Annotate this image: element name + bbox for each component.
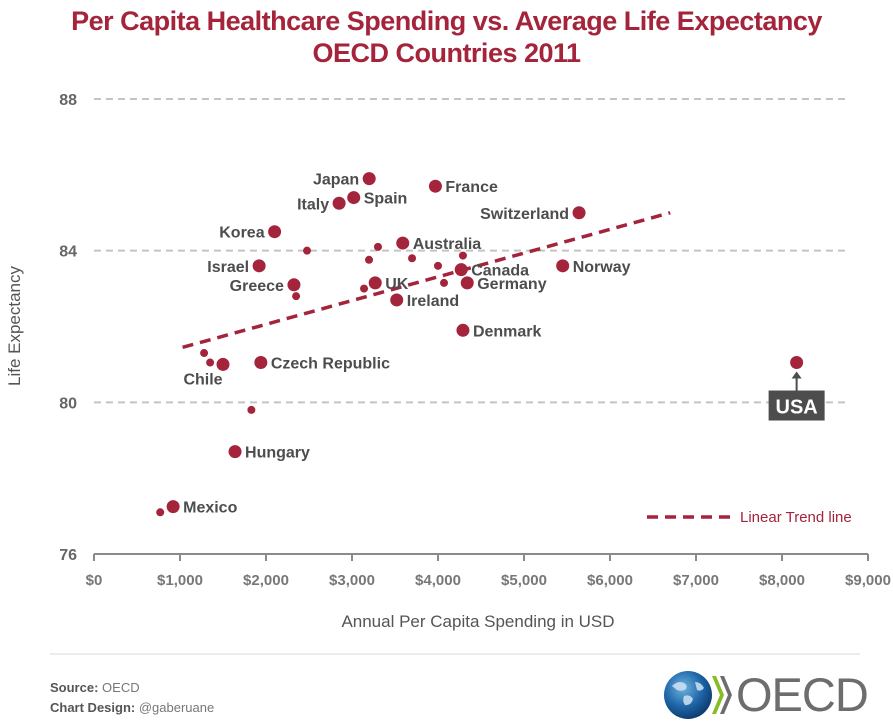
callout-box <box>768 390 825 421</box>
data-point-chile <box>216 357 230 371</box>
data-point-usa <box>790 356 804 370</box>
data-point <box>200 349 209 358</box>
trend-line-group <box>182 211 671 350</box>
point-label: Hungary <box>245 445 310 462</box>
scatter-chart: 76 80 84 88 $0 $1,000 $2,000 $3,000 $4,000 $5,00… <box>5 92 891 631</box>
data-point <box>303 246 312 255</box>
data-point-denmark <box>456 323 470 337</box>
data-point-spain <box>347 191 361 205</box>
data-point <box>360 284 369 293</box>
data-point-japan <box>362 172 376 186</box>
point-label: Norway <box>573 259 631 276</box>
x-tick-label: $1,000 <box>157 572 203 589</box>
oecd-logo-text: OECD <box>736 668 869 721</box>
data-point-uk <box>368 276 382 290</box>
point-label: France <box>445 179 498 196</box>
legend-label: Linear Trend line <box>740 509 852 526</box>
data-point-mexico <box>166 500 180 514</box>
data-point <box>458 251 467 260</box>
x-tick-label: $4,000 <box>415 572 461 589</box>
data-point-germany <box>460 276 474 290</box>
x-tick-label: $3,000 <box>329 572 375 589</box>
callout-label: USA <box>776 397 818 419</box>
data-point-korea <box>268 225 282 239</box>
point-label: Korea <box>219 225 264 242</box>
data-point <box>156 508 165 517</box>
design-value: @gaberuane <box>138 700 215 715</box>
point-label: Mexico <box>183 500 237 517</box>
data-point <box>206 358 215 367</box>
point-label: Czech Republic <box>271 356 390 373</box>
point-labels: Japan France Spain Italy Switzerland Korea Aus… <box>183 172 630 517</box>
point-label: Australia <box>413 236 482 253</box>
data-point <box>440 278 449 287</box>
point-label: Japan <box>313 172 359 189</box>
x-tick-label: $6,000 <box>587 572 633 589</box>
x-tick-label: $7,000 <box>673 572 719 589</box>
grid-lines <box>94 98 848 404</box>
y-axis-label: Life Expectancy <box>5 265 24 386</box>
data-point-france <box>428 179 442 193</box>
data-point-israel <box>252 259 266 273</box>
legend: Linear Trend line <box>647 509 852 526</box>
data-point-czech-republic <box>254 356 268 370</box>
arrow-up-icon <box>791 371 802 379</box>
data-point-australia <box>396 236 410 250</box>
data-point-italy <box>332 196 346 210</box>
chart-subtitle: OECD Countries 2011 <box>312 38 581 68</box>
point-label: Denmark <box>473 323 542 340</box>
x-tick-label: $5,000 <box>501 572 547 589</box>
x-axis: $0 $1,000 $2,000 $3,000 $4,000 $5,000 $6,000 $7… <box>86 553 891 589</box>
data-point <box>434 261 442 270</box>
chart-title: Per Capita Healthcare Spending vs. Avera… <box>71 6 822 36</box>
x-axis-label: Annual Per Capita Spending in USD <box>341 612 614 631</box>
x-tick-label: $8,000 <box>759 572 805 589</box>
y-tick-label: 80 <box>59 395 77 412</box>
data-point <box>373 242 382 251</box>
point-label: Ireland <box>407 293 459 310</box>
point-label: Italy <box>297 196 329 213</box>
source-label: Source: <box>50 680 99 695</box>
point-label: Israel <box>207 259 249 276</box>
data-point <box>408 254 417 263</box>
y-tick-label: 84 <box>59 244 77 261</box>
data-point-ireland <box>390 293 404 307</box>
design-credit: Chart Design: @gaberuane <box>50 700 214 715</box>
y-tick-label: 76 <box>59 547 77 564</box>
point-label: Greece <box>230 278 284 295</box>
point-label: Switzerland <box>480 206 569 223</box>
point-label: UK <box>385 276 409 293</box>
x-tick-label: $2,000 <box>243 572 289 589</box>
point-label: Germany <box>477 276 546 293</box>
usa-callout: USA <box>768 371 825 421</box>
point-label: Canada <box>471 263 529 280</box>
data-point-hungary <box>228 445 242 459</box>
data-point <box>365 255 374 264</box>
source-note: Source: OECD <box>50 680 140 695</box>
x-tick-label: $0 <box>86 572 103 589</box>
design-label: Chart Design: <box>50 700 136 715</box>
globe-icon <box>664 671 732 719</box>
trend-line <box>182 211 671 350</box>
data-point <box>247 405 256 414</box>
data-point-canada <box>454 263 468 277</box>
data-point <box>292 292 301 301</box>
data-point-switzerland <box>572 206 586 220</box>
data-point-norway <box>556 259 570 273</box>
x-tick-label: $9,000 <box>845 572 891 589</box>
source-value: OECD <box>102 680 140 695</box>
oecd-logo: OECD <box>662 668 882 722</box>
data-point-greece <box>287 278 301 292</box>
point-label: Spain <box>364 191 408 208</box>
y-tick-label: 88 <box>59 92 77 109</box>
y-axis-ticks: 76 80 84 88 <box>59 92 77 564</box>
data-points <box>156 172 804 517</box>
point-label: Chile <box>183 371 222 388</box>
footer-divider <box>50 653 860 655</box>
